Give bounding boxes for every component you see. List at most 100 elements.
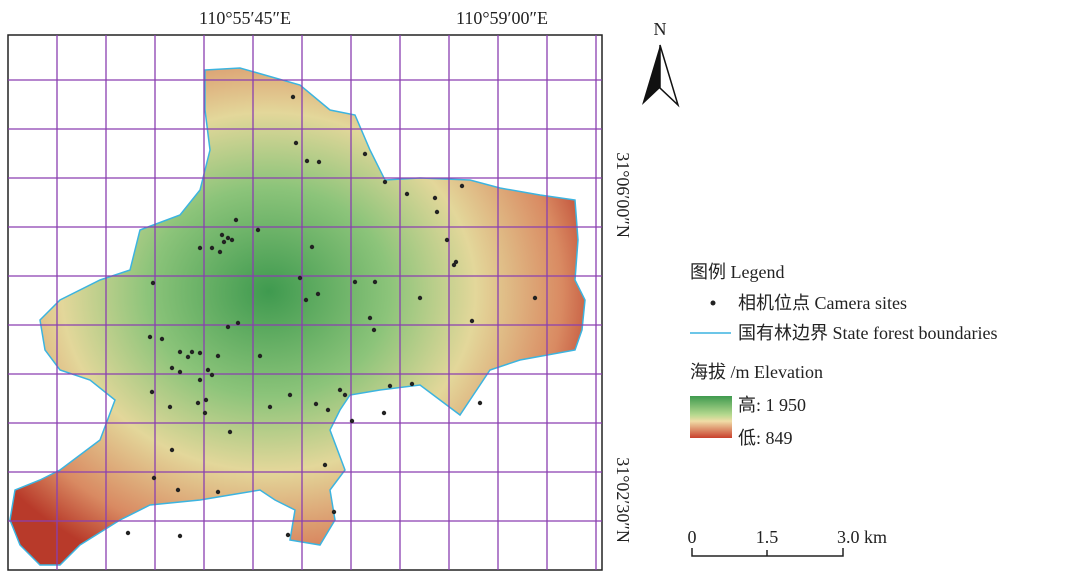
camera-site: [202, 410, 208, 416]
camera-site: [309, 244, 315, 250]
scale-label: 1.5: [756, 527, 779, 547]
camera-site: [215, 489, 221, 495]
camera-site: [381, 410, 387, 416]
camera-site: [349, 418, 355, 424]
camera-site: [185, 354, 191, 360]
camera-site: [469, 318, 475, 324]
lat-label: 31°06′00″N: [613, 152, 633, 238]
camera-sites: [125, 94, 538, 539]
arrow-left: [642, 45, 660, 105]
camera-site: [147, 334, 153, 340]
camera-site: [197, 245, 203, 251]
camera-site: [322, 462, 328, 468]
camera-site: [417, 295, 423, 301]
camera-site: [285, 532, 291, 538]
camera-site: [203, 397, 209, 403]
north-arrow: N: [642, 19, 680, 108]
camera-site: [167, 404, 173, 410]
map-frame: [7, 34, 603, 571]
camera-site: [125, 530, 131, 536]
camera-site: [409, 381, 415, 387]
legend-high: 高: 1 950: [738, 395, 806, 415]
camera-site: [149, 389, 155, 395]
camera-site: [255, 227, 261, 233]
camera-site: [337, 387, 343, 393]
camera-site: [459, 183, 465, 189]
legend-elevation-title: 海拔 /m Elevation: [690, 362, 823, 382]
camera-site: [444, 237, 450, 243]
camera-site: [151, 475, 157, 481]
camera-site: [303, 297, 309, 303]
camera-site: [331, 509, 337, 515]
camera-site: [209, 372, 215, 378]
camera-site: [177, 533, 183, 539]
legend-title: 图例 Legend: [690, 262, 784, 282]
camera-site: [432, 195, 438, 201]
camera-site: [371, 327, 377, 333]
camera-site: [477, 400, 483, 406]
camera-site: [215, 353, 221, 359]
camera-site: [159, 336, 165, 342]
camera-site: [225, 235, 231, 241]
arrow-right: [659, 44, 680, 108]
camera-site: [219, 232, 225, 238]
camera-site: [217, 249, 223, 255]
camera-site: [267, 404, 273, 410]
lon-label: 110°59′00″E: [456, 8, 548, 28]
lon-label: 110°55′45″E: [199, 8, 291, 28]
camera-site: [225, 324, 231, 330]
camera-site: [290, 94, 296, 100]
camera-site: [169, 447, 175, 453]
camera-site: [235, 320, 241, 326]
camera-site: [169, 365, 175, 371]
camera-site: [195, 400, 201, 406]
camera-site: [316, 159, 322, 165]
legend-boundary: 国有林边界 State forest boundaries: [738, 323, 997, 343]
camera-site: [197, 377, 203, 383]
camera-site: [304, 158, 310, 164]
camera-site: [315, 291, 321, 297]
camera-site: [209, 245, 215, 251]
camera-site: [325, 407, 331, 413]
camera-site: [175, 487, 181, 493]
legend: 图例 Legend 相机位点 Camera sites 国有林边界 State …: [690, 262, 997, 448]
legend-dot: [710, 300, 716, 306]
legend-camera: 相机位点 Camera sites: [738, 293, 907, 313]
camera-site: [352, 279, 358, 285]
camera-site: [297, 275, 303, 281]
scale-label: 0: [688, 527, 697, 547]
camera-site: [229, 237, 235, 243]
camera-site: [404, 191, 410, 197]
camera-site: [367, 315, 373, 321]
camera-site: [532, 295, 538, 301]
camera-site: [227, 429, 233, 435]
camera-site: [221, 239, 227, 245]
forest-region: [9, 67, 586, 566]
camera-site: [362, 151, 368, 157]
scale-label: 3.0 km: [837, 527, 887, 547]
elevation-swatch: [690, 396, 732, 438]
scale-bar: [691, 548, 844, 557]
camera-site: [177, 369, 183, 375]
camera-site: [451, 262, 457, 268]
camera-site: [205, 367, 211, 373]
lat-label: 31°02′30″N: [613, 457, 633, 543]
camera-site: [150, 280, 156, 286]
camera-site: [197, 350, 203, 356]
north-label: N: [654, 19, 667, 39]
camera-site: [177, 349, 183, 355]
graticule: [8, 35, 602, 570]
camera-site: [287, 392, 293, 398]
camera-site: [372, 279, 378, 285]
camera-site: [382, 179, 388, 185]
camera-site: [387, 383, 393, 389]
camera-site: [342, 392, 348, 398]
camera-site: [233, 217, 239, 223]
camera-site: [257, 353, 263, 359]
camera-site: [293, 140, 299, 146]
camera-site: [189, 349, 195, 355]
camera-site: [313, 401, 319, 407]
legend-low: 低: 849: [738, 428, 793, 448]
camera-site: [434, 209, 440, 215]
